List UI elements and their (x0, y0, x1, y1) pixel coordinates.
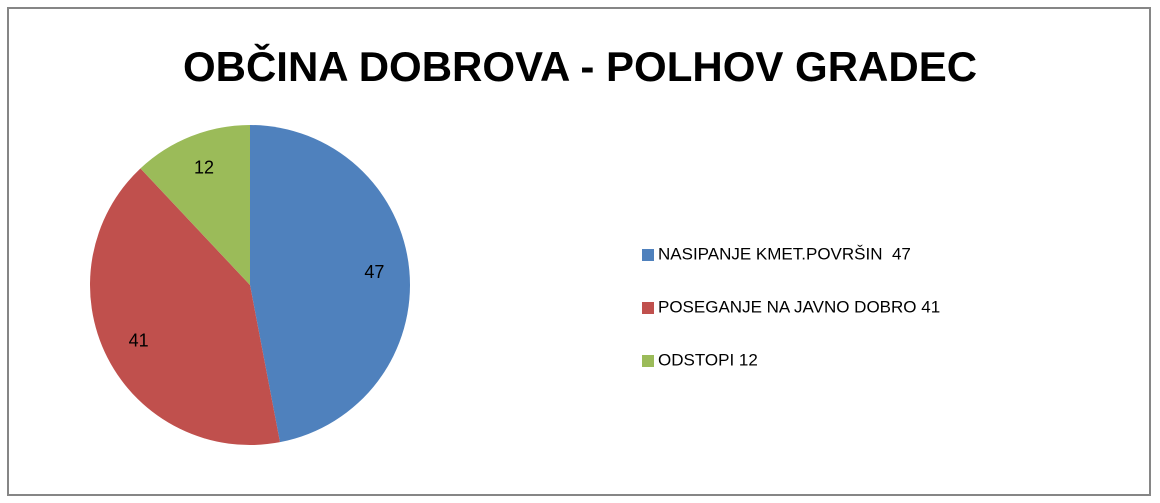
legend-label: NASIPANJE KMET.POVRŠIN 47 (658, 244, 911, 263)
data-label: 12 (194, 158, 214, 178)
pie-slice (90, 168, 280, 445)
chart-title: OBČINA DOBROVA - POLHOV GRADEC (183, 42, 977, 90)
data-label: 47 (364, 262, 384, 282)
legend-label: ODSTOPI 12 (658, 350, 758, 369)
legend-label: POSEGANJE NA JAVNO DOBRO 41 (658, 297, 940, 316)
pie-slice (140, 125, 250, 285)
legend-swatch (642, 302, 654, 314)
legend-swatch (642, 249, 654, 261)
legend-swatch (642, 355, 654, 367)
pie-slice (250, 125, 410, 443)
data-label: 41 (129, 330, 149, 350)
